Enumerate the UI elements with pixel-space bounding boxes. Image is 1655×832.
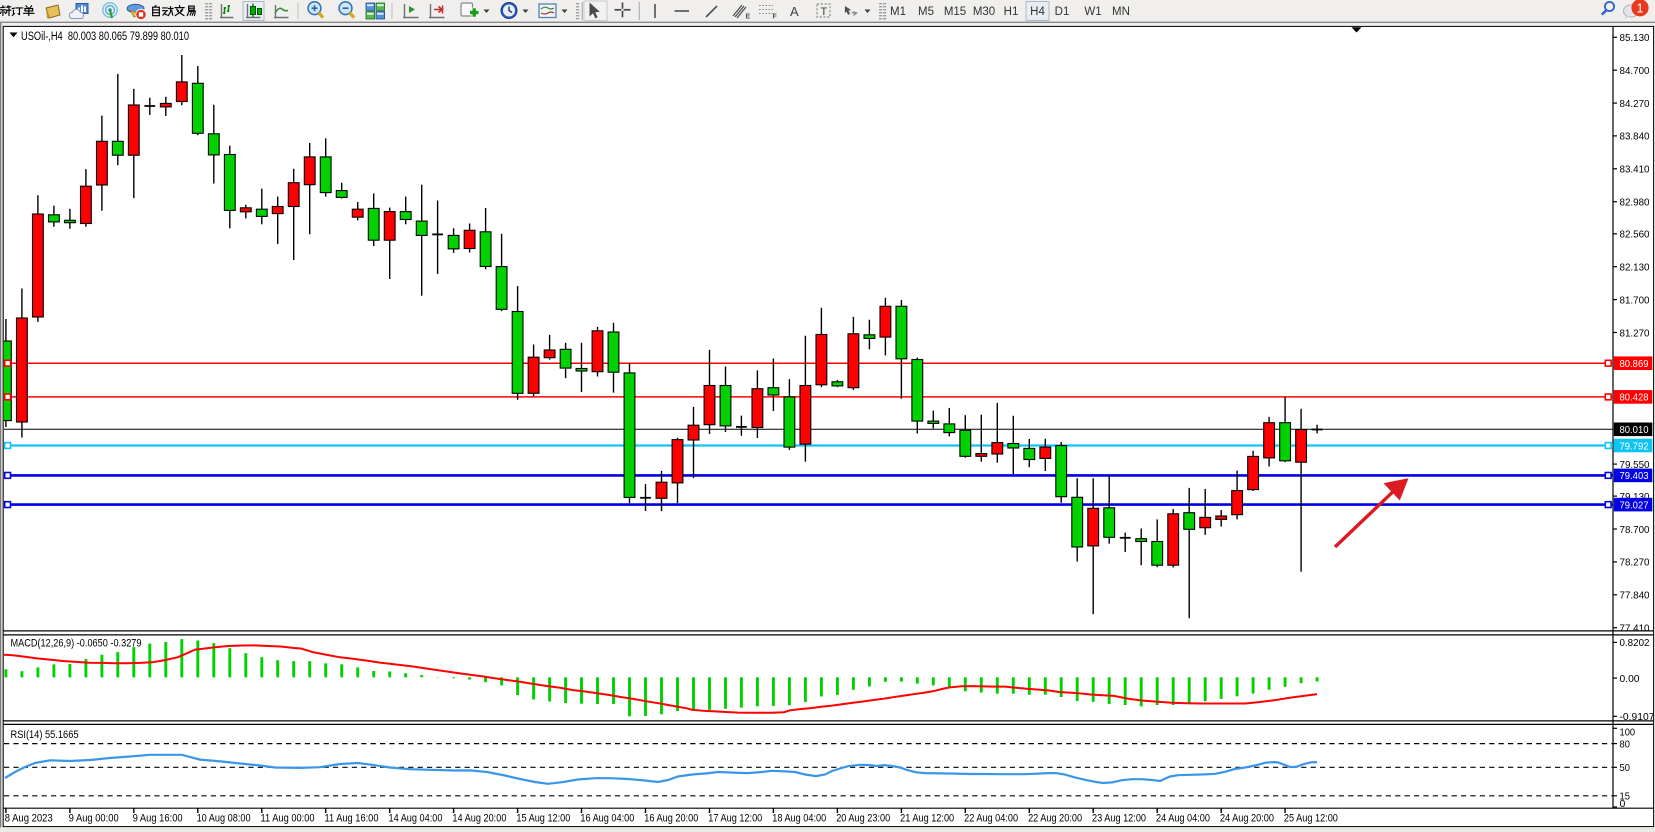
svg-text:M5: M5 (918, 6, 934, 18)
svg-text:H4: H4 (1030, 6, 1045, 18)
svg-text:22 Aug 04:00: 22 Aug 04:00 (964, 813, 1018, 825)
svg-text:83.840: 83.840 (1620, 131, 1650, 143)
svg-text:83.410: 83.410 (1620, 164, 1650, 176)
svg-text:80.010: 80.010 (1620, 424, 1649, 436)
svg-text:MN: MN (1112, 6, 1130, 18)
svg-text:78.270: 78.270 (1620, 557, 1650, 569)
svg-text:17 Aug 12:00: 17 Aug 12:00 (708, 813, 762, 825)
svg-text:81.700: 81.700 (1620, 294, 1650, 306)
svg-text:20 Aug 23:00: 20 Aug 23:00 (836, 813, 890, 825)
svg-text:0.00: 0.00 (1620, 673, 1640, 685)
svg-text:81.270: 81.270 (1620, 327, 1650, 339)
svg-text:14 Aug 04:00: 14 Aug 04:00 (388, 813, 442, 825)
svg-text:8 Aug 2023: 8 Aug 2023 (5, 813, 53, 825)
svg-text:11 Aug 00:00: 11 Aug 00:00 (261, 813, 315, 825)
svg-text:M30: M30 (973, 6, 995, 18)
svg-text:A: A (790, 4, 799, 19)
svg-text:H1: H1 (1004, 6, 1019, 18)
svg-text:16 Aug 20:00: 16 Aug 20:00 (644, 813, 698, 825)
svg-text:15: 15 (1620, 791, 1631, 803)
svg-text:11 Aug 16:00: 11 Aug 16:00 (325, 813, 379, 825)
svg-text:24 Aug 20:00: 24 Aug 20:00 (1220, 813, 1274, 825)
svg-text:82.560: 82.560 (1620, 229, 1650, 241)
svg-text:16 Aug 04:00: 16 Aug 04:00 (580, 813, 634, 825)
svg-text:23 Aug 12:00: 23 Aug 12:00 (1092, 813, 1146, 825)
svg-text:F: F (773, 14, 778, 21)
svg-text:14 Aug 20:00: 14 Aug 20:00 (452, 813, 506, 825)
svg-text:T: T (821, 6, 828, 18)
svg-text:USOil-,H4 80.003 80.065 79.89: USOil-,H4 80.003 80.065 79.899 80.010 (21, 31, 189, 43)
svg-text:84.700: 84.700 (1620, 65, 1650, 77)
svg-text:79.027: 79.027 (1620, 499, 1649, 511)
svg-text:21 Aug 12:00: 21 Aug 12:00 (900, 813, 954, 825)
svg-text:100: 100 (1620, 727, 1636, 739)
svg-text:80.428: 80.428 (1620, 392, 1649, 404)
svg-text:84.270: 84.270 (1620, 98, 1650, 110)
svg-text:25 Aug 12:00: 25 Aug 12:00 (1284, 813, 1338, 825)
svg-text:D1: D1 (1055, 6, 1070, 18)
svg-text:82.980: 82.980 (1620, 197, 1650, 209)
svg-text:82.130: 82.130 (1620, 262, 1650, 274)
svg-text:78.700: 78.700 (1620, 524, 1650, 536)
svg-text:22 Aug 20:00: 22 Aug 20:00 (1028, 813, 1082, 825)
svg-text:80.869: 80.869 (1620, 358, 1649, 370)
svg-text:-0.9107: -0.9107 (1620, 711, 1655, 723)
svg-text:M1: M1 (890, 6, 906, 18)
svg-text:77.840: 77.840 (1620, 590, 1650, 602)
svg-text:79.403: 79.403 (1620, 470, 1649, 482)
svg-text:1: 1 (1637, 1, 1644, 15)
svg-text:RSI(14) 55.1665: RSI(14) 55.1665 (11, 729, 79, 741)
svg-text:W1: W1 (1084, 6, 1101, 18)
svg-text:9 Aug 16:00: 9 Aug 16:00 (133, 813, 183, 825)
svg-text:24 Aug 04:00: 24 Aug 04:00 (1156, 813, 1210, 825)
svg-text:0.8202: 0.8202 (1620, 637, 1650, 649)
svg-text:9 Aug 00:00: 9 Aug 00:00 (69, 813, 119, 825)
svg-text:50: 50 (1620, 762, 1631, 774)
svg-text:18 Aug 04:00: 18 Aug 04:00 (772, 813, 826, 825)
svg-text:15 Aug 12:00: 15 Aug 12:00 (516, 813, 570, 825)
svg-text:85.130: 85.130 (1620, 32, 1650, 44)
svg-text:79.792: 79.792 (1620, 440, 1649, 452)
svg-text:79.550: 79.550 (1620, 459, 1650, 471)
svg-text:77.410: 77.410 (1620, 623, 1650, 635)
svg-text:M15: M15 (944, 6, 966, 18)
svg-text:80: 80 (1620, 738, 1631, 750)
svg-text:E: E (746, 14, 751, 21)
svg-text:0: 0 (1620, 798, 1626, 810)
svg-text:MACD(12,26,9) -0.0650 -0.3279: MACD(12,26,9) -0.0650 -0.3279 (11, 637, 142, 649)
svg-text:10 Aug 08:00: 10 Aug 08:00 (197, 813, 251, 825)
